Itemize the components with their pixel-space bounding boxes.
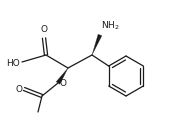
Polygon shape: [92, 34, 102, 55]
Polygon shape: [56, 68, 68, 84]
Text: O: O: [40, 25, 47, 34]
Text: NH$_2$: NH$_2$: [101, 19, 120, 32]
Text: HO: HO: [6, 58, 20, 68]
Text: O: O: [15, 85, 22, 93]
Text: O: O: [60, 79, 67, 88]
